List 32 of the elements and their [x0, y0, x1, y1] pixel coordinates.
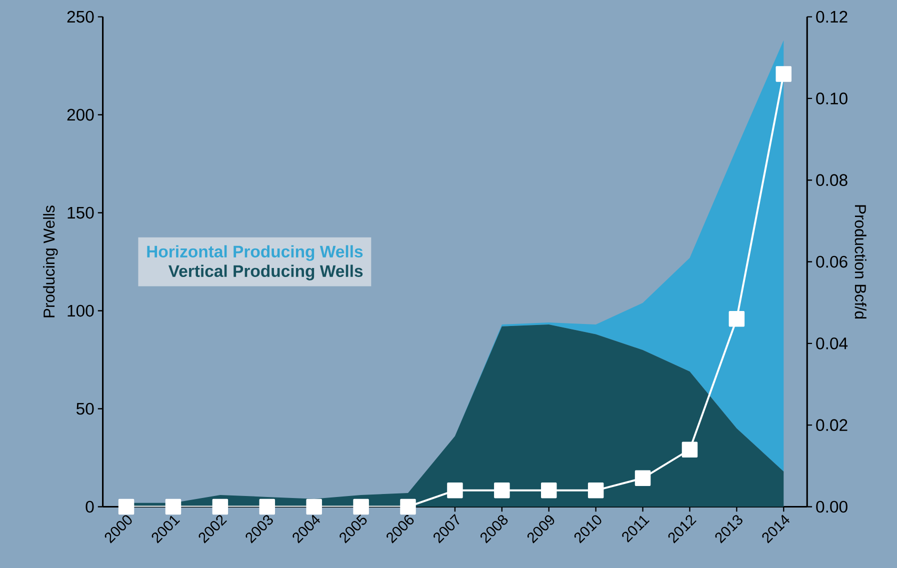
point: [259, 498, 276, 515]
y2-tick-label: 0.04: [816, 337, 848, 350]
point: [353, 498, 369, 515]
point: [447, 482, 463, 498]
point: [588, 482, 604, 498]
y2-tick-label: 0.00: [816, 500, 848, 513]
text: Vertical Producing Wells: [168, 264, 363, 280]
y-tick-label: 200: [67, 108, 94, 121]
point: [494, 482, 510, 498]
y-axis-title: Producing Wells: [43, 206, 58, 318]
point: [165, 498, 182, 515]
y2-tick-label: 0.12: [816, 10, 848, 23]
point: [776, 66, 792, 82]
point: [306, 498, 322, 515]
point: [634, 470, 651, 486]
point: [540, 482, 557, 498]
point: [118, 498, 134, 515]
y-tick-label: 50: [76, 402, 94, 415]
y2-tick-label: 0.10: [816, 92, 848, 104]
point: [212, 498, 228, 515]
point: [728, 311, 745, 327]
text: Horizontal Producing Wells: [147, 245, 363, 261]
y-tick-label: 250: [67, 10, 94, 23]
y-tick-label: 0: [86, 500, 94, 513]
y2-tick-label: 0.08: [816, 174, 848, 186]
y2-tick-label: 0.02: [816, 419, 848, 432]
y2-axis-title: Production Bcf/d: [854, 205, 866, 318]
y-tick-label: 150: [68, 206, 94, 219]
y2-tick-label: 0.06: [816, 256, 848, 268]
point: [682, 442, 698, 458]
point: [400, 498, 416, 515]
y-tick-label: 100: [68, 304, 94, 317]
